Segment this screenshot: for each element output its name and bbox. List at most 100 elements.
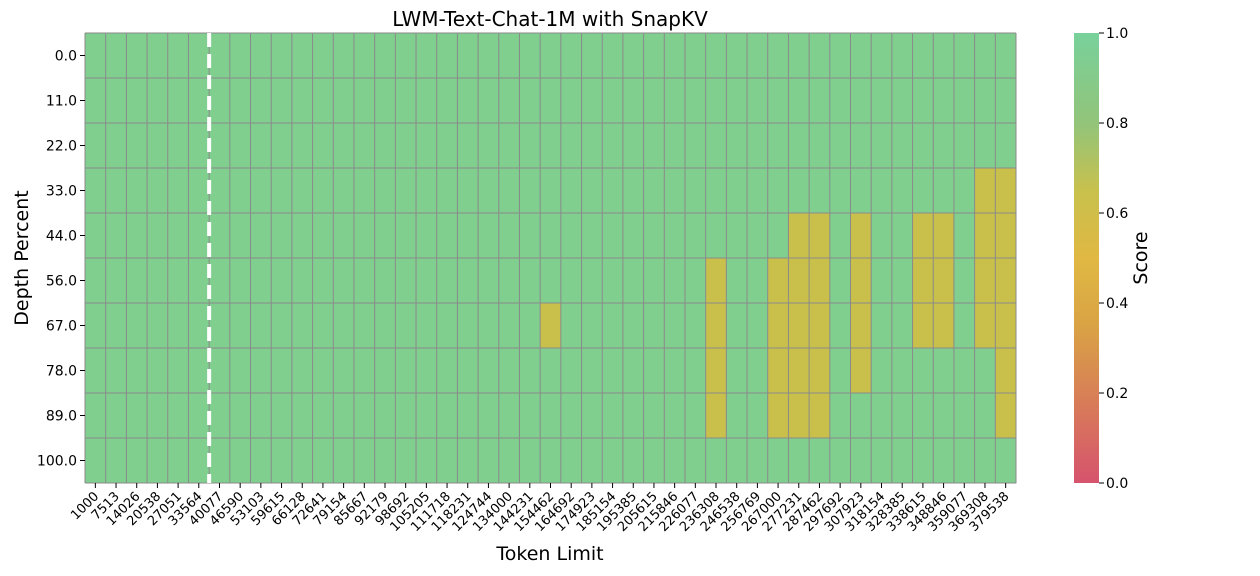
heatmap-cell <box>664 168 686 214</box>
heatmap-cell <box>540 303 562 349</box>
heatmap-cell <box>333 168 355 214</box>
heatmap-cell <box>291 258 314 304</box>
heatmap-cell <box>353 168 376 214</box>
heatmap-cell <box>147 258 169 304</box>
heatmap-cell <box>684 78 707 124</box>
heatmap-cell <box>519 303 541 349</box>
heatmap-cell <box>560 213 583 259</box>
heatmap-cell <box>602 78 624 124</box>
heatmap-cell <box>871 393 893 439</box>
heatmap-cell <box>353 438 376 484</box>
heatmap-cell <box>374 213 396 259</box>
heatmap-cell <box>974 78 996 124</box>
heatmap-cell <box>705 393 727 439</box>
heatmap-cell <box>126 303 148 349</box>
heatmap-cell <box>436 438 458 484</box>
heatmap-cell <box>850 393 872 439</box>
heatmap-cell <box>333 348 355 394</box>
heatmap-cell <box>229 258 252 304</box>
heatmap-cell <box>498 303 520 349</box>
heatmap-cell <box>684 123 707 169</box>
heatmap-cell <box>126 348 148 394</box>
heatmap-cell <box>209 258 231 304</box>
heatmap-cell <box>478 168 500 214</box>
heatmap-cell <box>436 213 458 259</box>
heatmap-cell <box>147 123 169 169</box>
heatmap-cell <box>705 168 727 214</box>
heatmap-cell <box>788 33 810 79</box>
heatmap-cell <box>788 438 810 484</box>
heatmap-cell <box>560 438 583 484</box>
heatmap-cell <box>374 168 396 214</box>
heatmap-cell <box>622 258 645 304</box>
heatmap-cell <box>953 213 976 259</box>
heatmap-cell <box>995 33 1017 79</box>
y-axis-label: Depth Percent <box>11 190 33 325</box>
heatmap-cell <box>229 438 252 484</box>
heatmap-cell <box>809 438 831 484</box>
heatmap-cell <box>705 303 727 349</box>
heatmap-cell <box>602 303 624 349</box>
heatmap-cell <box>291 168 314 214</box>
heatmap-cell <box>705 438 727 484</box>
heatmap-cell <box>850 123 872 169</box>
heatmap-cell <box>147 213 169 259</box>
heatmap-cell <box>167 438 189 484</box>
heatmap-cell <box>147 438 169 484</box>
heatmap-cell <box>809 33 831 79</box>
heatmap-cell <box>519 168 541 214</box>
heatmap-cell <box>395 258 417 304</box>
heatmap-cell <box>540 438 562 484</box>
heatmap-cell <box>85 303 107 349</box>
heatmap-cell <box>705 78 727 124</box>
heatmap-cell <box>250 438 272 484</box>
heatmap-cells <box>85 33 1017 484</box>
heatmap-cell <box>871 258 893 304</box>
heatmap-cell <box>498 393 520 439</box>
heatmap-cell <box>747 303 769 349</box>
heatmap-cell <box>498 213 520 259</box>
y-tick-label: 11.0 <box>46 94 77 110</box>
heatmap-cell <box>209 393 231 439</box>
heatmap-cell <box>229 303 252 349</box>
heatmap-cell <box>829 33 851 79</box>
heatmap-cell <box>622 33 645 79</box>
heatmap-cell <box>581 393 603 439</box>
heatmap-cell <box>333 303 355 349</box>
heatmap-cell <box>436 123 458 169</box>
heatmap-cell <box>581 258 603 304</box>
heatmap-cell <box>767 33 789 79</box>
heatmap-cell <box>664 438 686 484</box>
heatmap-cell <box>498 258 520 304</box>
y-tick-labels: 0.0 11.0 22.0 33.0 44.0 56.0 67.0 78.0 89.0 100.0 <box>37 49 85 470</box>
heatmap-cell <box>974 348 996 394</box>
heatmap-cell <box>664 123 686 169</box>
heatmap-cell <box>850 303 872 349</box>
heatmap-cell <box>105 348 127 394</box>
heatmap-cell <box>767 213 789 259</box>
heatmap-cell <box>643 78 665 124</box>
heatmap-cell <box>291 303 314 349</box>
heatmap-cell <box>312 33 334 79</box>
heatmap-cell <box>85 438 107 484</box>
heatmap-cell <box>457 168 479 214</box>
heatmap-cell <box>622 438 645 484</box>
y-tick-label: 56.0 <box>46 274 77 290</box>
heatmap-cell <box>643 438 665 484</box>
heatmap-cell <box>581 168 603 214</box>
heatmap-cell <box>995 348 1017 394</box>
heatmap-cell <box>726 303 748 349</box>
heatmap-cell <box>457 393 479 439</box>
heatmap-cell <box>767 393 789 439</box>
heatmap-cell <box>291 213 314 259</box>
heatmap-cell <box>891 303 914 349</box>
heatmap-cell <box>353 258 376 304</box>
heatmap-cell <box>271 123 293 169</box>
heatmap-cell <box>85 348 107 394</box>
heatmap-cell <box>726 78 748 124</box>
heatmap-cell <box>250 123 272 169</box>
heatmap-cell <box>809 393 831 439</box>
heatmap-cell <box>353 213 376 259</box>
heatmap-cell <box>478 303 500 349</box>
colorbar-tick-label: 0.6 <box>1106 206 1128 222</box>
